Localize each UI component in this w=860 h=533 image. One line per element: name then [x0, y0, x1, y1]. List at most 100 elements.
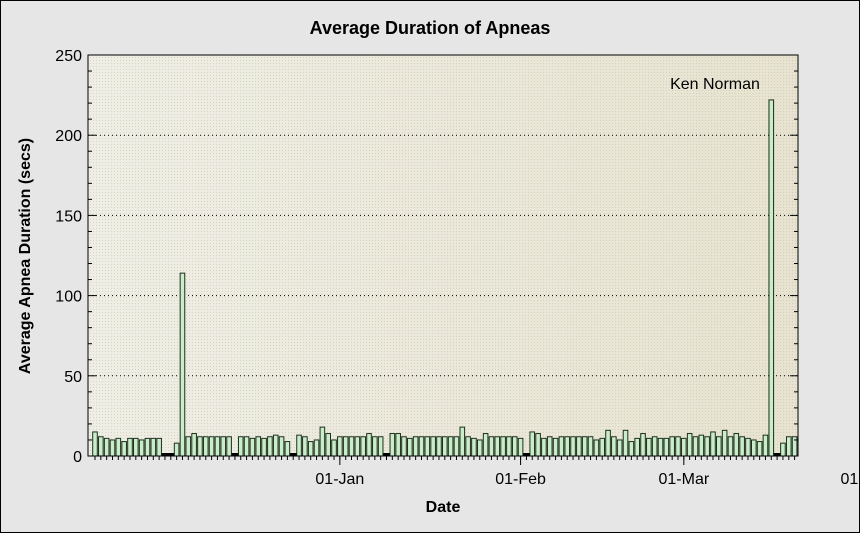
bar [564, 436, 571, 457]
bar [249, 437, 256, 457]
bar [325, 433, 331, 457]
bar [313, 439, 320, 457]
bar [144, 437, 151, 457]
bar [745, 437, 751, 457]
bar [214, 436, 221, 457]
bar [494, 436, 501, 457]
bar [471, 437, 477, 457]
bar [138, 439, 145, 457]
bar [133, 437, 139, 457]
y-tick-label: 250 [55, 48, 82, 65]
bar [476, 439, 483, 457]
bar [208, 436, 215, 457]
y-tick-label: 50 [64, 369, 82, 386]
bar [581, 436, 588, 457]
bar [663, 437, 670, 457]
bar [710, 431, 716, 457]
y-tick-label: 200 [55, 128, 82, 145]
bar [278, 436, 285, 457]
bar [698, 434, 705, 457]
x-axis-ticks: 01-Jan 01-Feb 01-Mar 01-Apr [94, 456, 860, 488]
bar [156, 437, 162, 457]
bar [552, 437, 559, 457]
bar [500, 436, 506, 457]
bar [756, 441, 763, 457]
bar [284, 441, 291, 457]
bar [780, 442, 786, 457]
bar [395, 433, 401, 457]
bar [442, 436, 448, 457]
bar [628, 441, 635, 457]
chart-title: Average Duration of Apneas [310, 18, 551, 38]
bar [267, 436, 273, 457]
bar [675, 436, 681, 457]
bar [750, 439, 757, 457]
bar [226, 436, 232, 457]
bar [255, 436, 262, 457]
bar [436, 436, 442, 457]
bar [593, 439, 600, 457]
bar [692, 436, 699, 457]
bar [459, 426, 466, 457]
bar [319, 426, 326, 457]
bar [348, 436, 355, 457]
bar [785, 436, 792, 457]
bar [98, 436, 104, 457]
bar [243, 436, 250, 457]
bar [202, 436, 209, 457]
bar [307, 441, 314, 457]
bar [482, 433, 489, 457]
y-axis-label: Average Apnea Duration (secs) [17, 138, 34, 374]
bar [261, 437, 267, 457]
bar [704, 436, 710, 457]
bar [150, 437, 157, 457]
bar [185, 436, 192, 457]
bar [669, 436, 675, 457]
bar [721, 429, 728, 457]
bar [103, 437, 110, 457]
bar [389, 433, 396, 457]
bar [541, 437, 547, 457]
bar [191, 433, 197, 457]
bar [197, 436, 203, 457]
bar [377, 436, 384, 457]
plot-area-texture [88, 55, 798, 456]
annotation-label: Ken Norman [670, 76, 760, 93]
y-axis-ticks: 0 50 100 150 200 250 [55, 48, 798, 466]
bar [447, 436, 454, 457]
bar [272, 434, 279, 457]
bar [465, 436, 471, 457]
bar [727, 436, 734, 457]
x-axis-label: Date [426, 499, 461, 516]
plot-frame [87, 54, 799, 457]
bar [115, 437, 122, 457]
bar [92, 431, 98, 457]
bar [418, 436, 425, 457]
bar [127, 437, 133, 457]
bar [407, 437, 413, 457]
bar [686, 433, 693, 457]
bar [716, 436, 722, 457]
bar [517, 437, 524, 457]
bar [331, 439, 337, 457]
bar [424, 436, 431, 457]
bar [366, 433, 372, 457]
bar [511, 436, 518, 457]
bar [506, 436, 512, 457]
y-tick-label: 100 [55, 289, 82, 306]
bar [360, 436, 366, 457]
bar [342, 436, 349, 457]
bar [237, 436, 244, 457]
bar [611, 436, 617, 457]
bar [337, 436, 343, 457]
x-tick-label: 01-Mar [658, 471, 709, 488]
bars [92, 99, 798, 457]
bar [605, 429, 611, 457]
bar [622, 429, 629, 457]
bar [412, 436, 419, 457]
bar [401, 436, 407, 457]
bar [733, 433, 740, 457]
bar [296, 434, 302, 457]
bar [616, 439, 623, 457]
x-tick-label: 01-Jan [315, 471, 364, 488]
